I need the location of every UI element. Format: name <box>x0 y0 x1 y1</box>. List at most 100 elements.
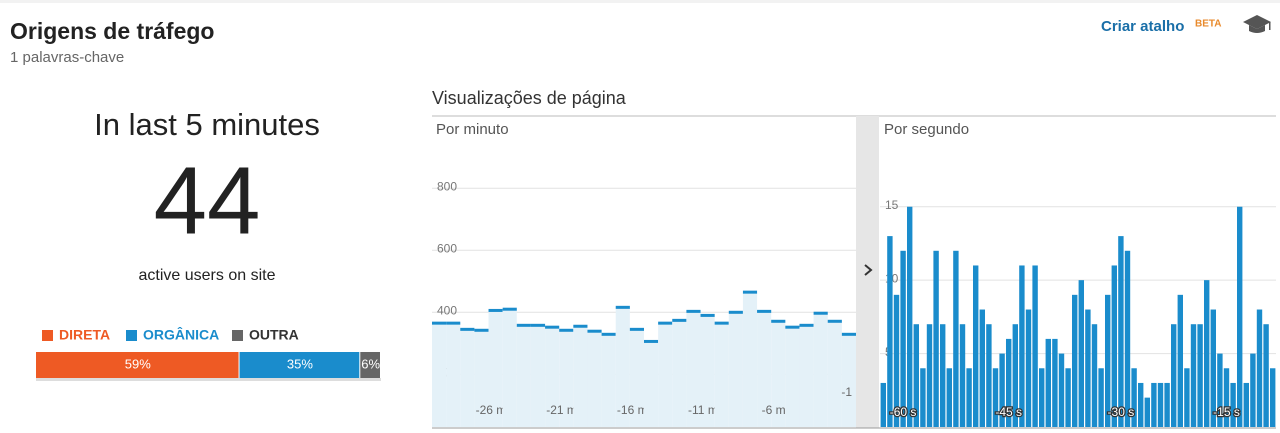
y-tick-label: 800 <box>437 179 457 193</box>
panel-title: Por segundo <box>884 121 969 138</box>
area-fill <box>502 309 517 427</box>
area-fill <box>827 321 842 427</box>
bar <box>1210 309 1216 427</box>
bar <box>1157 382 1164 427</box>
x-tick-label: -15 s <box>1213 405 1240 419</box>
bar <box>1164 382 1170 427</box>
bar <box>880 382 886 427</box>
bar <box>1025 309 1032 427</box>
y-tick-label: 15 <box>885 198 899 212</box>
bar <box>1131 368 1137 427</box>
bar <box>986 324 992 427</box>
shortcut-link[interactable]: Criar atalho <box>1101 18 1184 35</box>
bar <box>1151 382 1157 427</box>
bar <box>1184 368 1190 427</box>
bar <box>1072 294 1078 427</box>
legend-swatch <box>232 330 243 341</box>
area-fill <box>587 331 602 427</box>
area-fill <box>460 329 475 427</box>
bar <box>973 265 979 427</box>
bar <box>1256 309 1263 427</box>
bar <box>933 250 939 427</box>
y-tick-label: 600 <box>437 241 457 255</box>
x-tick-label: -60 s <box>890 405 917 419</box>
area-fill <box>700 315 715 427</box>
bar <box>913 324 919 427</box>
legend-label: DIRETA <box>59 327 110 343</box>
period-label: In last 5 minutes <box>94 107 320 142</box>
area-fill <box>432 323 447 427</box>
area-fill <box>446 323 461 427</box>
area-fill <box>601 334 616 427</box>
legend-swatch <box>126 330 137 341</box>
area-fill <box>516 325 531 427</box>
bar <box>1237 206 1243 427</box>
bar <box>1105 294 1111 427</box>
area-fill <box>559 330 574 427</box>
panel-title: Por minuto <box>436 121 509 138</box>
active-users-count: 44 <box>154 147 261 254</box>
share-segment <box>239 352 360 378</box>
bar <box>992 368 999 427</box>
bar <box>887 236 893 427</box>
bar <box>1124 250 1131 427</box>
bar <box>893 294 900 427</box>
bar <box>1065 368 1071 427</box>
bar <box>1243 382 1249 427</box>
area-fill <box>686 311 701 427</box>
bar <box>1058 353 1065 427</box>
area-fill <box>799 325 814 427</box>
area-fill <box>714 323 729 427</box>
area-fill <box>742 292 758 427</box>
bar <box>1171 324 1177 427</box>
bar <box>907 206 913 427</box>
area-fill <box>813 313 828 427</box>
area-fill <box>658 323 673 427</box>
area-fill <box>573 326 588 427</box>
bar <box>1230 382 1236 427</box>
area-fill <box>672 320 687 427</box>
bar <box>979 309 985 427</box>
x-tick-label: -1 <box>841 385 852 399</box>
area-fill <box>757 311 772 427</box>
bar <box>926 324 933 427</box>
active-users-caption: active users on site <box>139 267 276 284</box>
area-fill <box>615 307 630 427</box>
bar <box>1197 324 1203 427</box>
bar <box>1190 324 1197 427</box>
page-title: Origens de tráfego <box>10 18 214 44</box>
x-tick-label: -45 s <box>995 405 1022 419</box>
page-subtitle: 1 palavras-chave <box>10 49 124 66</box>
bar <box>1111 265 1117 427</box>
legend-swatch <box>42 330 53 341</box>
area-fill <box>488 310 503 427</box>
bar <box>940 324 946 427</box>
bar <box>1052 338 1058 427</box>
area-fill <box>785 327 800 427</box>
bar <box>1019 265 1025 427</box>
bar <box>900 250 906 427</box>
bar <box>999 353 1005 427</box>
bar <box>1078 280 1084 427</box>
bar <box>1223 368 1230 427</box>
bar <box>1138 382 1144 427</box>
bar <box>1204 280 1210 427</box>
share-shadow <box>36 378 381 381</box>
bar <box>959 324 966 427</box>
share-label: 6% <box>361 356 380 371</box>
help-icon[interactable] <box>1243 15 1271 33</box>
bar <box>1144 397 1150 427</box>
area-fill <box>629 329 644 427</box>
bar <box>1006 338 1012 427</box>
legend-label: ORGÂNICA <box>143 326 219 343</box>
bar <box>1091 324 1098 427</box>
area-fill <box>530 325 546 427</box>
expand-arrow[interactable] <box>864 264 873 276</box>
bar <box>953 250 959 427</box>
x-tick-label: -30 s <box>1108 405 1135 419</box>
bar <box>1270 368 1276 427</box>
area-fill <box>474 330 489 427</box>
beta-badge: BETA <box>1195 19 1221 30</box>
bar <box>1085 309 1091 427</box>
area-fill <box>771 321 786 427</box>
